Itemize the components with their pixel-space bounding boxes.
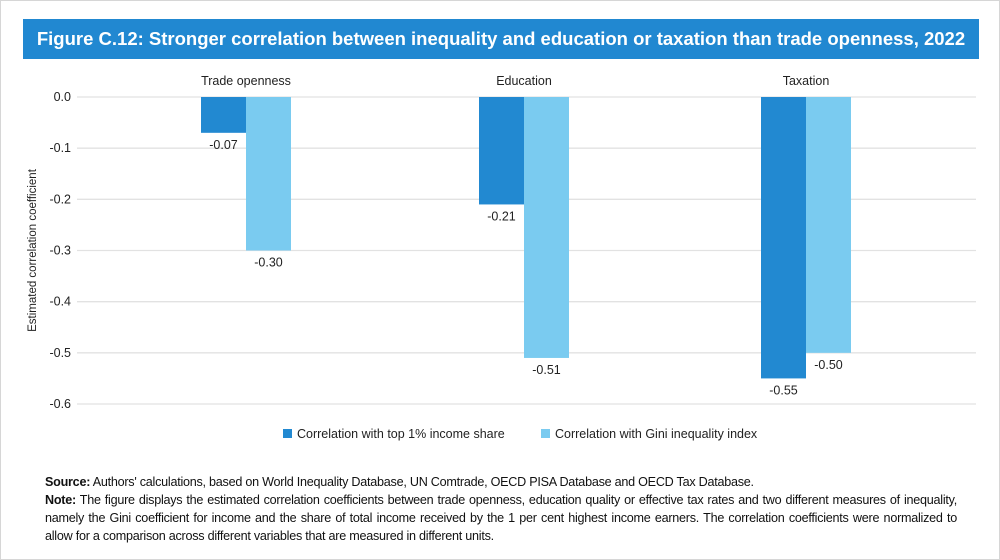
legend-label: Correlation with Gini inequality index [555, 427, 758, 441]
data-label: -0.51 [532, 363, 561, 377]
y-tick-label: -0.2 [49, 192, 71, 206]
source-text: Authors' calculations, based on World In… [90, 475, 754, 489]
data-label: -0.21 [487, 209, 516, 223]
bar-gini [524, 97, 569, 358]
data-label: -0.55 [769, 383, 798, 397]
bar-chart: 0.0 -0.1 -0.2 -0.3 -0.4 -0.5 -0.6 Estimated cor… [27, 74, 976, 441]
bar-gini [806, 97, 851, 353]
data-label: -0.30 [254, 256, 283, 270]
category-label: Taxation [783, 74, 830, 88]
note-label: Note: [45, 493, 76, 507]
bar-top1 [761, 97, 806, 379]
source-label: Source: [45, 475, 91, 489]
y-axis-title: Estimated correlation coefficient [27, 168, 39, 332]
bar-top1 [201, 97, 246, 133]
figure-title: Figure C.12: Stronger correlation betwee… [23, 19, 979, 59]
y-tick-label: 0.0 [54, 90, 71, 104]
source-line: Source: Authors' calculations, based on … [45, 473, 957, 491]
y-tick-label: -0.6 [49, 397, 71, 411]
legend-label: Correlation with top 1% income share [297, 427, 505, 441]
y-tick-label: -0.5 [49, 346, 71, 360]
y-tick-label: -0.4 [49, 295, 71, 309]
data-label: -0.07 [209, 138, 238, 152]
note-text: The figure displays the estimated correl… [45, 493, 957, 543]
bar-top1 [479, 97, 524, 205]
category-label: Education [496, 74, 552, 88]
note-line: Note: The figure displays the estimated … [45, 491, 957, 545]
legend-swatch [541, 429, 550, 438]
data-label: -0.50 [814, 358, 843, 372]
figure-notes: Source: Authors' calculations, based on … [45, 473, 957, 545]
y-tick-label: -0.3 [49, 244, 71, 258]
bar-gini [246, 97, 291, 251]
y-tick-label: -0.1 [49, 141, 71, 155]
category-label: Trade openness [201, 74, 291, 88]
legend-swatch [283, 429, 292, 438]
